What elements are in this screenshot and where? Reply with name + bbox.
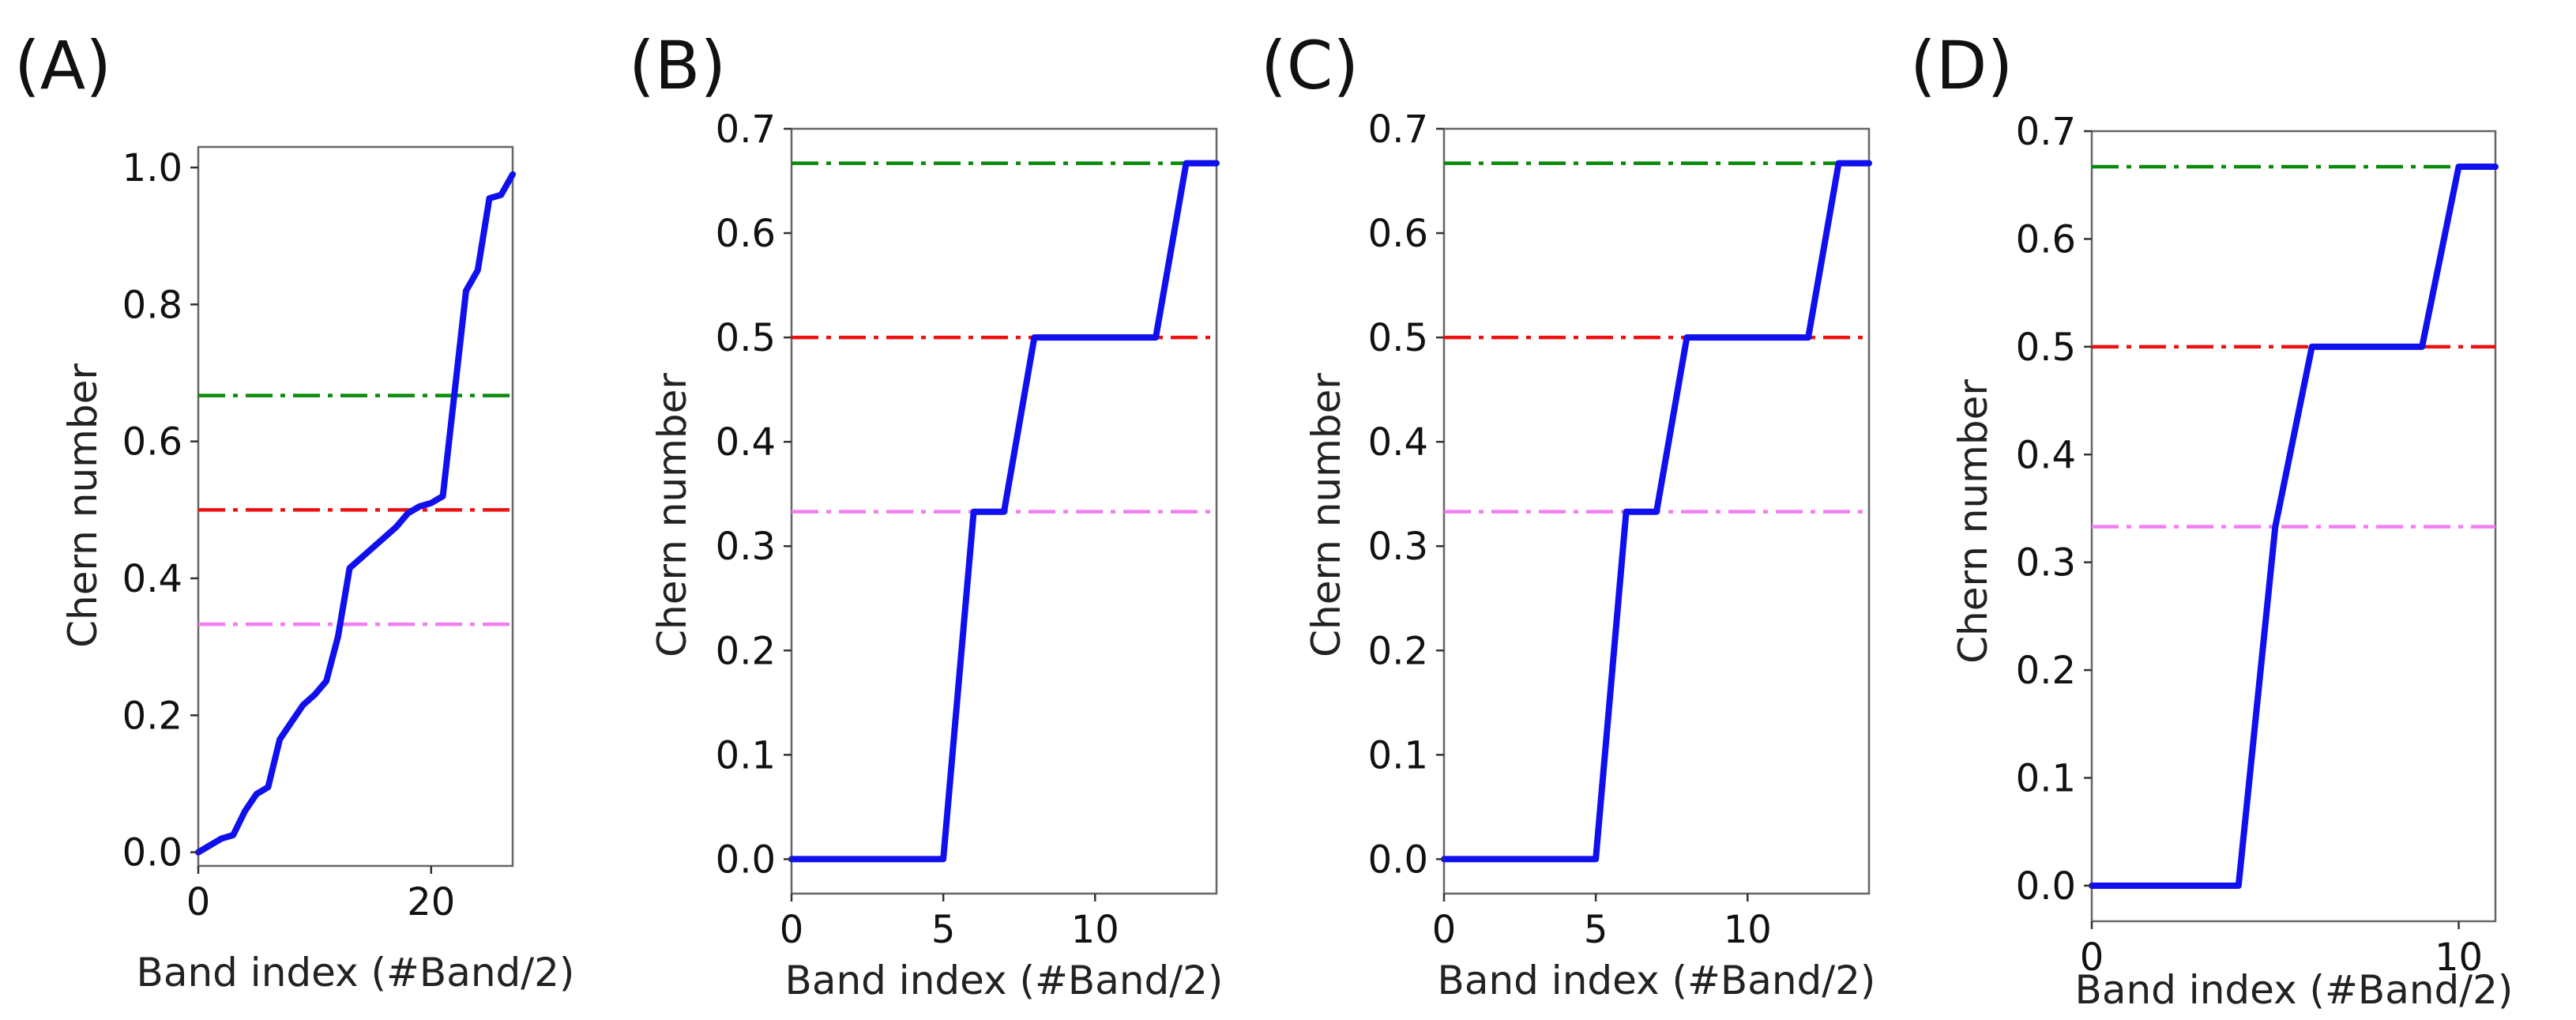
series-line-0 xyxy=(2089,164,2499,889)
y-tick-label: 0.6 xyxy=(1368,212,1428,256)
data-series xyxy=(788,160,1220,863)
reference-lines xyxy=(198,393,513,627)
panel-letter: (A) xyxy=(14,27,111,104)
y-axis-label: Chern number xyxy=(1950,379,1996,664)
y-tick-label: 0.1 xyxy=(716,733,776,777)
x-ticks: 0 5 10 xyxy=(1432,894,1772,952)
y-ticks: 0.0 0.1 0.2 0.3 0.4 0.5 0.6 0.7 xyxy=(2016,110,2092,909)
series-line-0 xyxy=(788,160,1220,863)
series-line-0 xyxy=(195,171,516,856)
panel-b: (B) 0.0 0.1 0.2 0.3 0.4 0.5 0.6 0.7 0 5 10 Chern … xyxy=(629,27,1223,1003)
y-tick-label: 0.0 xyxy=(1368,837,1428,882)
y-tick-label: 0.4 xyxy=(122,557,182,601)
x-axis-label: Band index (#Band/2) xyxy=(137,950,575,996)
y-tick-label: 0.7 xyxy=(1368,107,1428,152)
plot-frame xyxy=(197,145,514,868)
y-tick-label: 0.1 xyxy=(2016,757,2076,801)
y-tick-label: 0.7 xyxy=(2016,110,2076,154)
y-tick-label: 0.4 xyxy=(716,420,776,465)
y-tick-label: 0.3 xyxy=(2016,541,2076,585)
x-axis-label: Band index (#Band/2) xyxy=(785,958,1224,1003)
panel-letter: (B) xyxy=(629,27,726,104)
y-ticks: 0.0 0.2 0.4 0.6 0.8 1.0 xyxy=(122,146,198,875)
y-axis-label: Chern number xyxy=(60,363,106,648)
x-ticks: 0 20 xyxy=(186,866,455,924)
data-series xyxy=(2089,164,2499,889)
x-tick-label: 10 xyxy=(2435,935,2483,980)
y-tick-label: 0.2 xyxy=(2016,649,2076,693)
reference-lines xyxy=(2092,164,2495,529)
x-tick-label: 10 xyxy=(1071,908,1119,952)
x-axis-label: Band index (#Band/2) xyxy=(1438,958,1876,1003)
y-tick-label: 0.1 xyxy=(1368,733,1428,777)
y-ticks: 0.0 0.1 0.2 0.3 0.4 0.5 0.6 0.7 xyxy=(716,107,792,882)
x-tick-label: 5 xyxy=(1584,908,1608,952)
y-tick-label: 0.5 xyxy=(716,316,776,360)
y-tick-label: 0.5 xyxy=(2016,326,2076,370)
panel-c: (C) 0.0 0.1 0.2 0.3 0.4 0.5 0.6 0.7 0 5 10 Chern … xyxy=(1261,27,1875,1003)
series-line-0 xyxy=(1441,160,1872,863)
y-tick-label: 0.2 xyxy=(1368,629,1428,673)
y-tick-label: 1.0 xyxy=(122,146,182,190)
y-tick-label: 0.6 xyxy=(716,212,776,256)
x-tick-label: 20 xyxy=(407,880,455,924)
y-tick-label: 0.3 xyxy=(716,525,776,569)
panel-letter: (C) xyxy=(1261,27,1359,104)
y-tick-label: 0.7 xyxy=(716,107,776,152)
x-tick-label: 5 xyxy=(931,908,956,952)
x-tick-label: 0 xyxy=(780,908,804,952)
y-ticks: 0.0 0.1 0.2 0.3 0.4 0.5 0.6 0.7 xyxy=(1368,107,1444,882)
y-tick-label: 0.0 xyxy=(2016,864,2076,909)
y-tick-label: 0.2 xyxy=(716,629,776,673)
y-tick-label: 0.4 xyxy=(1368,420,1428,465)
y-tick-label: 0.0 xyxy=(716,837,776,882)
y-tick-label: 0.0 xyxy=(122,831,182,875)
x-tick-label: 0 xyxy=(2080,935,2104,980)
y-axis-label: Chern number xyxy=(1303,373,1349,657)
y-axis-label: Chern number xyxy=(649,373,695,657)
x-axis-label: Band index (#Band/2) xyxy=(2075,967,2514,1013)
panel-letter: (D) xyxy=(1910,27,2013,104)
panel-d: (D) 0.0 0.1 0.2 0.3 0.4 0.5 0.6 0.7 0 10 Chern n… xyxy=(1910,27,2513,1013)
x-tick-label: 0 xyxy=(1432,908,1457,952)
y-tick-label: 0.6 xyxy=(2016,217,2076,262)
x-ticks: 0 5 10 xyxy=(780,894,1119,952)
data-series xyxy=(195,171,516,856)
data-series xyxy=(1441,160,1872,863)
y-tick-label: 0.3 xyxy=(1368,525,1428,569)
y-tick-label: 0.6 xyxy=(122,420,182,465)
y-tick-label: 0.4 xyxy=(2016,433,2076,477)
x-tick-label: 10 xyxy=(1724,908,1772,952)
panel-a: (A) 0.00.20.40.60.81.0 0 20 Chern number … xyxy=(14,27,574,996)
y-tick-label: 0.2 xyxy=(122,694,182,738)
y-tick-label: 0.8 xyxy=(122,283,182,327)
x-tick-label: 0 xyxy=(186,880,211,924)
y-tick-label: 0.5 xyxy=(1368,316,1428,360)
x-ticks: 0 10 xyxy=(2080,921,2483,980)
